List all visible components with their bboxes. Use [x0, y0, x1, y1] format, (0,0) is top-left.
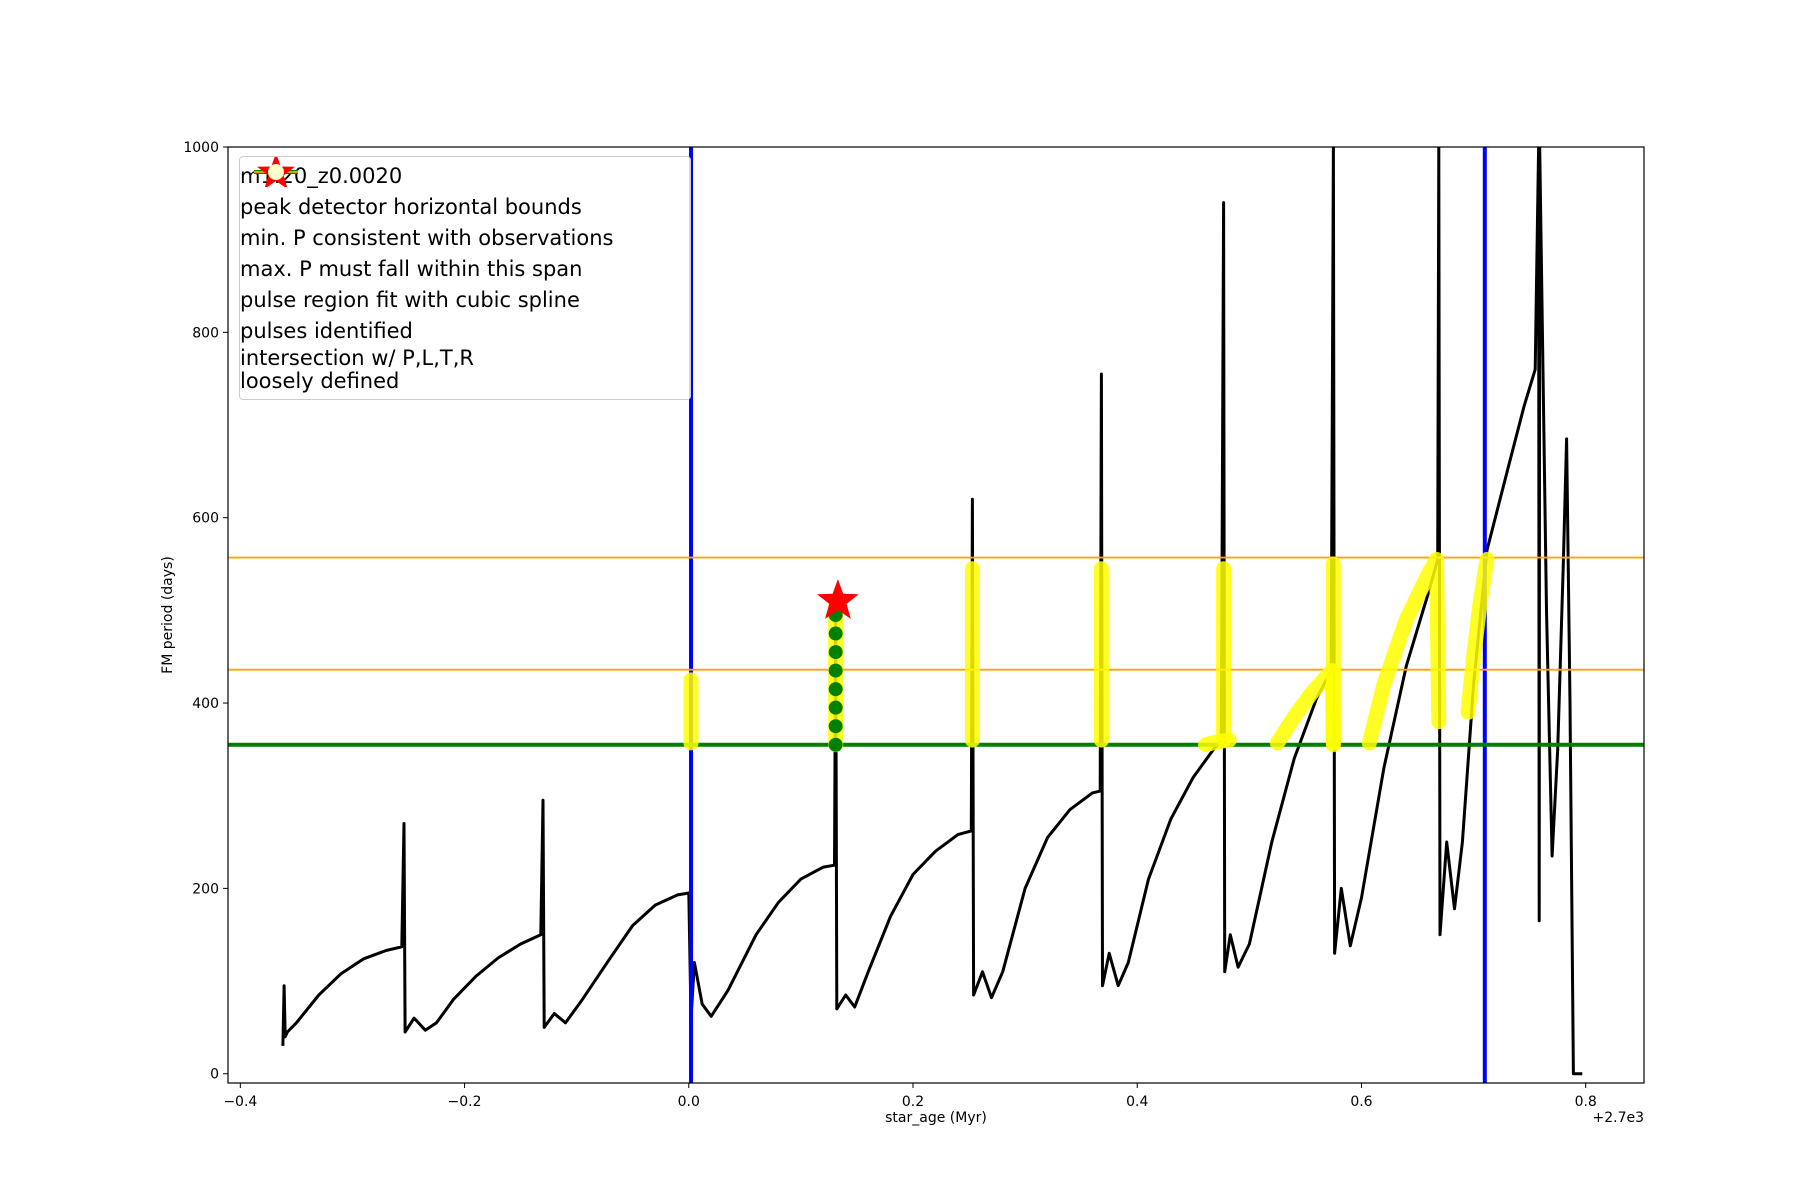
x-tick-label: 0.4 [1126, 1094, 1148, 1110]
y-axis-label: FM period (days) [160, 556, 176, 674]
x-tick-label: 0.2 [902, 1094, 924, 1110]
pulse-point [828, 626, 843, 641]
legend-label: min. P consistent with observations [240, 226, 614, 250]
x-offset-label: +2.7e3 [1592, 1110, 1644, 1126]
y-tick-label: 400 [192, 696, 219, 712]
legend-entry: pulses identified [240, 157, 690, 347]
pulse-point [828, 737, 843, 752]
legend-handle [268, 164, 284, 180]
pulse-point [828, 663, 843, 678]
intersection-region [1361, 551, 1447, 751]
legend-dot [268, 164, 284, 180]
intersection-region [1460, 551, 1495, 720]
intersection-region [1198, 732, 1237, 753]
plot-area [228, 147, 1644, 1083]
pulse-point [828, 645, 843, 660]
legend-entry: peak detector horizontal bounds [240, 170, 690, 223]
x-tick-label: 0.6 [1350, 1094, 1372, 1110]
y-tick-label: 200 [192, 881, 219, 897]
legend-entry: max. P must fall within this span [240, 171, 690, 285]
pulse-point [828, 682, 843, 697]
x-axis-label: star_age (Myr) [885, 1110, 987, 1126]
legend-label: max. P must fall within this span [240, 257, 583, 281]
x-tick-label: −0.4 [223, 1094, 257, 1110]
legend-entry: intersection w/ P,L,T,R loosely defined [240, 164, 690, 393]
intersection-region [1269, 663, 1341, 751]
legend-label: pulses identified [240, 319, 413, 343]
y-tick-label: 600 [192, 511, 219, 527]
pulse-star [817, 579, 859, 619]
pulse-point [828, 719, 843, 734]
x-tick-label: −0.2 [448, 1094, 482, 1110]
legend-entry: min. P consistent with observations [240, 170, 690, 254]
legend-entry: m1.20_z0.0020 [240, 161, 690, 192]
legend-label: peak detector horizontal bounds [240, 195, 582, 219]
data-line [281, 147, 1583, 1076]
y-tick-label: 1000 [183, 140, 219, 156]
y-tick-label: 0 [210, 1067, 219, 1083]
plot-frame [227, 146, 1645, 1084]
y-tick-label: 800 [192, 325, 219, 341]
pulse-point [828, 700, 843, 715]
x-tick-label: 0.0 [678, 1094, 700, 1110]
legend-label: pulse region fit with cubic spline [240, 288, 580, 312]
x-tick-label: 0.8 [1575, 1094, 1597, 1110]
legend-label: intersection w/ P,L,T,R loosely defined [240, 346, 474, 393]
legend-entry: pulse region fit with cubic spline [240, 168, 690, 316]
